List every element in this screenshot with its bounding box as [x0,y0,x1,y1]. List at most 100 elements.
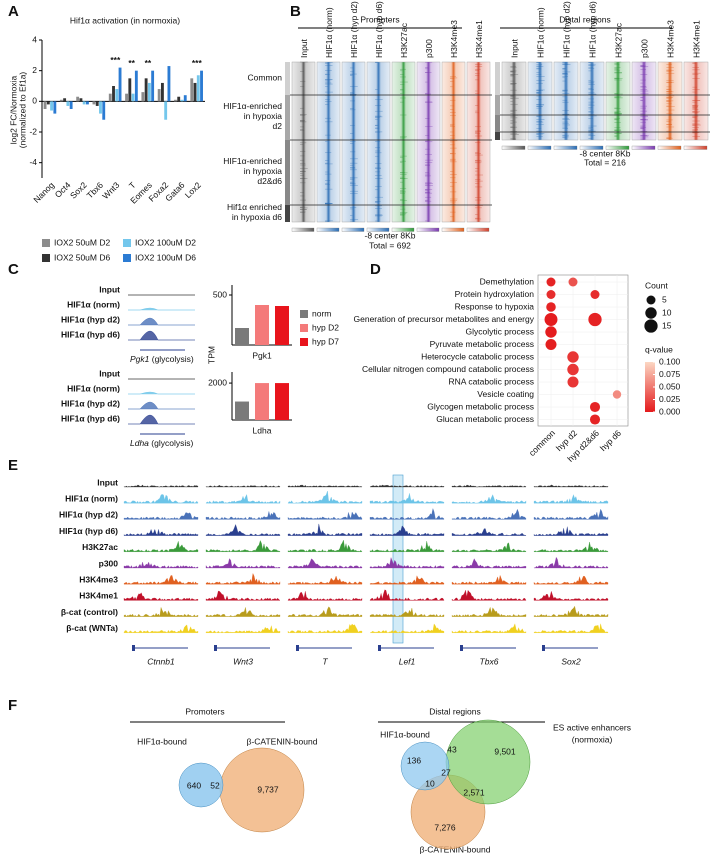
y-tick-label: Protein hydroxylation [455,289,535,299]
y-tick-label: 4 [32,34,37,44]
track [123,561,199,569]
bar [115,89,119,102]
bar [275,306,289,345]
track [128,317,195,326]
track-label: Input [99,284,120,294]
legend-swatch [300,310,308,318]
track [205,590,281,601]
track [205,524,281,536]
x-tick-label: common [527,428,557,458]
track-label: HIF1α (norm) [65,493,118,503]
bar [46,101,50,105]
track [369,508,445,520]
gene-label: Ldha (glycolysis) [130,438,193,448]
gene-label: Sox2 [561,656,581,666]
bar [235,401,249,420]
column-label: H3K27ac [399,22,409,58]
legend-label: IOX2 100uM D6 [135,252,196,262]
track [287,490,363,504]
bar [43,101,47,109]
heatmap-column [501,61,527,141]
bar [86,101,89,105]
panel-letter: E [8,457,18,474]
x-tick-label: Wnt3 [100,180,121,201]
heatmap-column [466,61,491,223]
track [128,414,195,425]
colorbar-label: 0.025 [659,394,681,404]
venn-circle [400,741,450,791]
group-bar [495,132,500,140]
group-bar [495,115,500,132]
heatmap-column [605,61,631,141]
y-tick-label: 0 [32,96,37,106]
column-label: Input [509,38,519,58]
colorbar [391,227,415,232]
track-label: Input [97,477,118,487]
bar [235,328,249,345]
section-title: Promoters [360,14,399,24]
gene-exon [378,645,381,651]
legend-label: norm [312,308,331,318]
heatmap-column [341,61,366,223]
track [451,528,527,536]
panel-letter: D [370,261,381,278]
column-label: H3K4me1 [474,20,484,58]
y-tick-label: Generation of precursor metabolites and … [354,314,535,324]
group-bar [495,95,500,115]
legend-swatch [123,254,131,262]
y-axis-label: log2 FC/Normoxia [8,75,18,144]
gene-label: T [322,656,328,666]
track [205,511,281,520]
bar [82,101,86,105]
bar [63,98,67,102]
y-tick-label: Cellular nitrogen compound catabolic pro… [362,364,534,374]
dot [589,414,601,425]
x-tick-label: hyp d6 [598,428,623,453]
panel-letter: F [8,697,17,714]
track [533,590,609,601]
chart-title: Pgk1 [252,350,272,360]
track-label: p300 [99,558,119,568]
legend-label: hyp D7 [312,336,339,346]
y-tick-label: Demethylation [480,276,535,286]
bar [112,86,115,102]
y-axis-label: (normalized to Ef1a) [17,72,27,149]
track [123,512,199,520]
track-label: HIF1α (hyp d2) [61,398,120,408]
bar [66,101,70,106]
section-title: Distal regions [429,706,481,716]
heatmap-column [553,61,579,141]
venn-count: 7,276 [434,822,456,832]
row-label: HIF1α-enriched in hypoxia d2 [223,101,282,131]
x-tick-label: Oct4 [53,180,73,200]
dot [544,313,558,326]
track [128,330,195,341]
heatmap-column [291,61,316,223]
track [533,576,609,585]
column-label: HIF1α (hyp d6) [587,1,597,58]
colorbar [527,145,552,150]
track [128,307,195,311]
track-label: H3K4me3 [79,574,118,584]
scale-label: -8 center 8Kb [364,230,415,240]
track-label: H3K4me1 [79,591,118,601]
column-label: p300 [639,39,649,58]
column-label: H3K4me3 [665,20,675,58]
dot [546,277,556,287]
bar [118,67,122,102]
bar [255,305,269,345]
plot-frame [537,274,629,427]
y-tick-label: Pyruvate metabolic process [430,339,534,349]
bar [50,101,54,111]
gene-exon [132,645,135,651]
track [123,528,199,536]
track [287,575,363,585]
legend-swatch [300,338,308,346]
set-label: (normoxia) [572,734,613,744]
track [451,508,527,520]
venn-count: 52 [210,780,220,790]
track [287,484,363,488]
heatmap-column [579,61,605,141]
bar [76,96,80,102]
bar [196,75,200,102]
